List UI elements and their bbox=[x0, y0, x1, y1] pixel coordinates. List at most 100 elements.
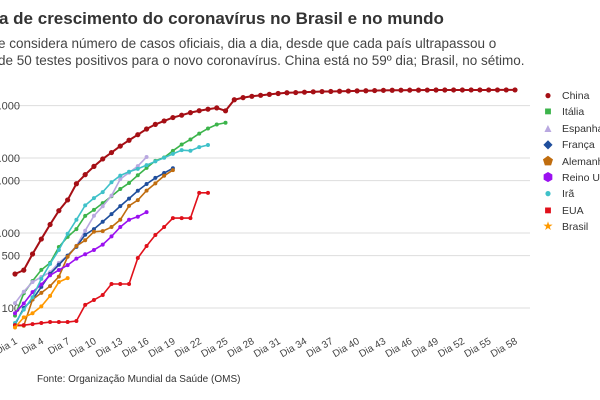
y-tick-label: 10.000 bbox=[0, 153, 20, 165]
legend-label: Alemanha bbox=[562, 155, 600, 168]
data-point bbox=[21, 301, 26, 306]
data-point bbox=[109, 234, 114, 239]
data-point bbox=[91, 196, 96, 201]
data-point bbox=[389, 87, 395, 93]
data-point bbox=[258, 92, 264, 98]
data-point bbox=[48, 273, 53, 278]
legend-item[interactable]: ⬟ Alemanha bbox=[541, 154, 600, 168]
series-reino-unido bbox=[13, 210, 149, 316]
data-point bbox=[118, 225, 123, 230]
data-point bbox=[83, 238, 88, 243]
data-point bbox=[30, 290, 35, 295]
data-point bbox=[74, 319, 79, 324]
data-point bbox=[21, 307, 26, 312]
data-point bbox=[100, 242, 105, 247]
legend-item[interactable]: ▲ Espanha bbox=[541, 121, 600, 135]
data-point bbox=[65, 231, 70, 236]
data-point bbox=[336, 88, 343, 94]
star-marker-icon: ★ bbox=[542, 219, 554, 234]
data-point bbox=[30, 311, 35, 316]
data-point bbox=[56, 268, 61, 273]
data-point bbox=[30, 280, 35, 285]
data-point bbox=[197, 145, 202, 150]
data-point bbox=[477, 87, 483, 93]
data-point bbox=[91, 229, 96, 234]
data-point bbox=[197, 190, 202, 195]
data-point bbox=[407, 87, 413, 93]
data-point bbox=[12, 271, 18, 277]
series-eua bbox=[13, 190, 210, 328]
legend-label: EUA bbox=[562, 204, 584, 217]
data-point bbox=[82, 172, 88, 178]
legend-item[interactable]: ◆ França bbox=[541, 137, 594, 152]
legend-item[interactable]: ● China bbox=[541, 88, 589, 102]
x-tick-label: Dia 25 bbox=[199, 336, 230, 360]
data-point bbox=[293, 89, 299, 96]
data-point bbox=[126, 137, 132, 143]
data-point bbox=[100, 190, 105, 195]
data-point bbox=[48, 284, 53, 289]
data-point bbox=[143, 126, 150, 132]
data-point bbox=[275, 90, 281, 97]
legend-label: Brasil bbox=[562, 221, 589, 234]
data-point bbox=[450, 87, 457, 93]
data-point bbox=[266, 91, 272, 97]
data-point bbox=[135, 188, 140, 193]
data-point bbox=[188, 137, 193, 142]
data-point bbox=[205, 106, 211, 112]
data-point bbox=[249, 93, 255, 99]
data-point bbox=[91, 207, 96, 212]
data-point bbox=[109, 180, 114, 185]
data-point bbox=[109, 225, 114, 230]
data-point bbox=[65, 276, 70, 281]
data-point bbox=[74, 244, 79, 249]
data-point bbox=[83, 302, 88, 307]
x-tick-label: Dia 49 bbox=[410, 336, 441, 360]
x-tick-label: Dia 1 bbox=[0, 336, 20, 357]
legend-item[interactable]: ■ Itália bbox=[541, 104, 584, 118]
data-point bbox=[144, 165, 149, 170]
data-point bbox=[188, 148, 193, 153]
data-point bbox=[39, 304, 44, 309]
x-tick-label: Dia 10 bbox=[68, 336, 99, 360]
legend-item[interactable]: ● Irã bbox=[541, 186, 574, 200]
data-point bbox=[56, 320, 61, 325]
x-tick-label: Dia 16 bbox=[121, 336, 152, 360]
diamond-marker-icon: ◆ bbox=[543, 137, 553, 152]
legend-item[interactable]: ■ EUA bbox=[541, 203, 584, 217]
data-point bbox=[74, 217, 79, 222]
legend-label: China bbox=[562, 90, 590, 102]
data-point bbox=[170, 216, 175, 221]
data-point bbox=[30, 322, 35, 327]
data-point bbox=[503, 87, 509, 93]
data-point bbox=[135, 256, 140, 261]
data-point bbox=[179, 142, 184, 147]
legend-item[interactable]: ⬢ Reino Unido bbox=[541, 170, 600, 184]
data-point bbox=[118, 177, 123, 182]
legend-label: Reino Unido bbox=[562, 172, 600, 184]
data-point bbox=[127, 196, 132, 201]
legend-item[interactable]: ★ Brasil bbox=[541, 219, 589, 234]
data-point bbox=[222, 108, 229, 114]
triangle-marker-icon: ▲ bbox=[542, 120, 554, 135]
data-point bbox=[118, 281, 123, 286]
data-point bbox=[135, 214, 140, 219]
data-point bbox=[83, 228, 88, 233]
data-point bbox=[161, 118, 167, 124]
data-point bbox=[179, 112, 185, 118]
data-point bbox=[328, 88, 334, 95]
data-point bbox=[144, 210, 149, 215]
data-point bbox=[109, 212, 114, 217]
data-point bbox=[100, 156, 106, 162]
data-point bbox=[205, 126, 210, 131]
hexagon-marker-icon: ⬢ bbox=[542, 170, 554, 184]
data-point bbox=[100, 219, 105, 224]
data-point bbox=[83, 203, 88, 208]
data-point bbox=[170, 151, 175, 156]
data-point bbox=[29, 251, 36, 257]
data-point bbox=[144, 155, 149, 160]
data-point bbox=[127, 181, 132, 186]
data-point bbox=[109, 281, 114, 286]
data-point bbox=[108, 149, 115, 156]
